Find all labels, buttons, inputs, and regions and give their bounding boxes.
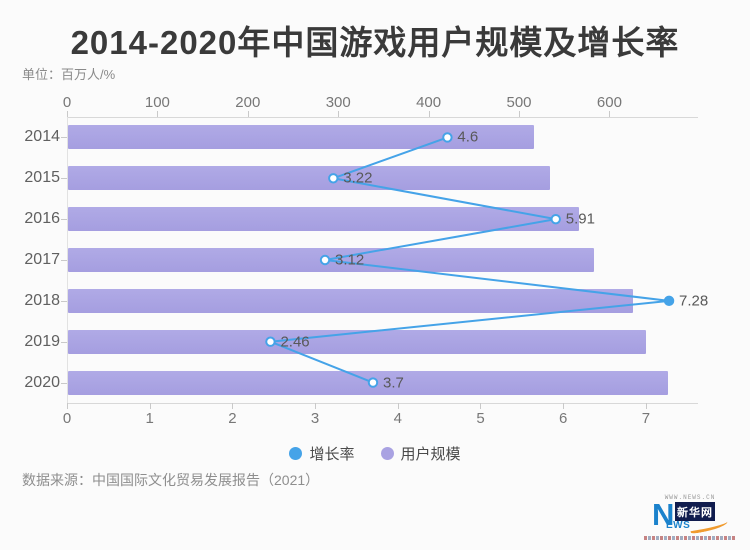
top-axis-tick-label: 300 (325, 94, 351, 111)
page-title: 2014-2020年中国游戏用户规模及增长率 (70, 24, 680, 61)
top-axis-tick (67, 111, 68, 117)
top-axis-tick (247, 111, 249, 117)
logo-n-letter: N (652, 497, 675, 532)
user-scale-bar (68, 207, 579, 232)
left-axis-line (67, 117, 68, 403)
year-label: 2014 (24, 128, 60, 146)
top-axis-tick-label: 0 (62, 94, 72, 111)
growth-rate-point (265, 336, 276, 347)
year-tick (61, 300, 67, 302)
growth-rate-value-label: 3.12 (335, 251, 365, 269)
growth-rate-point (367, 377, 379, 388)
legend-label: 用户规模 (400, 446, 461, 463)
legend-item-growth-rate: 增长率 (289, 443, 355, 464)
growth-rate-value-label: 4.6 (457, 128, 479, 146)
growth-rate-point (319, 254, 331, 266)
bottom-axis-tick-label: 5 (476, 410, 485, 427)
legend-item-user-scale: 用户规模 (380, 443, 461, 464)
year-tick (61, 178, 67, 180)
bottom-axis-tick (67, 403, 68, 409)
bottom-axis-tick (149, 403, 151, 409)
bottom-axis-tick-label: 0 (62, 410, 72, 427)
bottom-axis-tick (397, 403, 399, 409)
growth-rate-value-label: 7.28 (679, 292, 709, 310)
year-label: 2016 (24, 210, 60, 228)
growth-rate-value-label: 2.46 (280, 333, 310, 351)
growth-rate-point (550, 213, 561, 225)
growth-rate-value-label: 5.91 (565, 210, 595, 228)
data-source-note: 数据来源：中国国际文化贸易发展报告（2021） (22, 472, 320, 488)
unit-label: 单位：百万人/% (22, 67, 116, 82)
bottom-axis-tick-label: 3 (310, 410, 320, 427)
top-axis-tick-label: 500 (506, 94, 532, 111)
bottom-axis-tick (480, 403, 482, 409)
bottom-axis-tick (315, 403, 317, 409)
top-axis-tick (157, 111, 159, 117)
growth-rate-value-label: 3.7 (382, 374, 404, 392)
growth-rate-value-label: 3.22 (343, 169, 373, 187)
bottom-axis-tick-label: 4 (393, 410, 402, 427)
year-tick (61, 260, 67, 261)
logo-swoosh-icon (689, 519, 729, 535)
year-label: 2019 (24, 332, 60, 350)
user-scale-bar (68, 166, 550, 191)
year-label: 2015 (24, 169, 60, 187)
year-tick (61, 382, 67, 384)
year-tick (61, 219, 67, 221)
top-axis-tick (428, 111, 430, 117)
top-axis-tick (609, 111, 611, 117)
year-label: 2017 (24, 251, 60, 268)
legend: 增长率 用户规模 (0, 443, 750, 464)
growth-rate-point (663, 295, 675, 307)
top-axis-tick (338, 111, 340, 117)
logo-cn-name: 新华网 (675, 502, 715, 521)
xinhuanet-logo: WWW.NEWS.CN N EWS 新华网 (644, 494, 736, 542)
growth-rate-dot-icon (289, 447, 303, 460)
top-axis-tick-label: 200 (235, 94, 261, 111)
bottom-axis-tick (645, 403, 647, 409)
legend-label: 增长率 (309, 446, 355, 463)
year-label: 2018 (24, 291, 60, 309)
top-axis-tick-label: 400 (416, 94, 442, 111)
logo-smallprint-strip (644, 536, 736, 540)
bottom-axis-line (67, 403, 698, 404)
user-scale-bar (68, 288, 633, 313)
top-axis-tick (519, 111, 520, 117)
bottom-axis-tick-label: 2 (228, 410, 237, 427)
bottom-axis-tick-label: 6 (559, 410, 568, 427)
top-axis-line (67, 117, 698, 118)
logo-url-text: WWW.NEWS.CN (664, 494, 716, 501)
year-label: 2020 (24, 373, 60, 391)
bottom-axis-tick (232, 403, 234, 409)
top-axis-tick-label: 100 (144, 94, 170, 111)
user-scale-bar (68, 125, 535, 150)
bottom-axis-tick-label: 1 (145, 410, 154, 427)
bottom-axis-tick-label: 7 (641, 410, 651, 427)
year-tick (61, 137, 67, 139)
growth-rate-point (442, 132, 453, 143)
bottom-axis-tick (563, 403, 565, 409)
user-scale-dot-icon (380, 447, 394, 460)
growth-rate-point (328, 173, 339, 184)
top-axis-tick-label: 600 (596, 94, 622, 111)
logo-ews-letters: EWS (666, 520, 691, 531)
year-tick (61, 341, 67, 343)
